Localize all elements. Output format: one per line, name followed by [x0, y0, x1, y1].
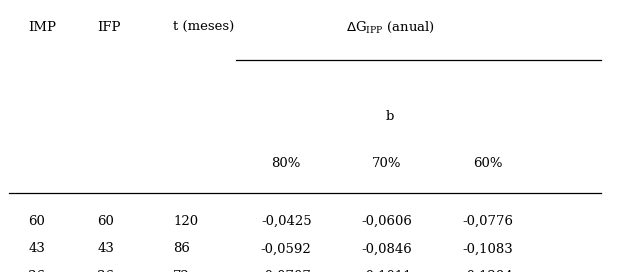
- Text: 36: 36: [97, 270, 114, 272]
- Text: 43: 43: [28, 242, 45, 255]
- Text: $\Delta$G$_{\mathregular{IPP}}$ (anual): $\Delta$G$_{\mathregular{IPP}}$ (anual): [345, 20, 435, 35]
- Text: 43: 43: [97, 242, 114, 255]
- Text: -0,1011: -0,1011: [362, 270, 412, 272]
- Text: t (meses): t (meses): [173, 21, 234, 34]
- Text: -0,0425: -0,0425: [261, 215, 311, 228]
- Text: -0,0707: -0,0707: [261, 270, 311, 272]
- Text: 86: 86: [173, 242, 190, 255]
- Text: 120: 120: [173, 215, 198, 228]
- Text: 36: 36: [28, 270, 45, 272]
- Text: -0,1083: -0,1083: [462, 242, 513, 255]
- Text: -0,1294: -0,1294: [462, 270, 513, 272]
- Text: 60: 60: [28, 215, 45, 228]
- Text: -0,0606: -0,0606: [362, 215, 412, 228]
- Text: b: b: [386, 110, 394, 123]
- Text: 60%: 60%: [473, 157, 502, 170]
- Text: 60: 60: [97, 215, 114, 228]
- Text: IMP: IMP: [28, 21, 57, 34]
- Text: IFP: IFP: [97, 21, 121, 34]
- Text: -0,0592: -0,0592: [261, 242, 311, 255]
- Text: 72: 72: [173, 270, 190, 272]
- Text: 80%: 80%: [272, 157, 301, 170]
- Text: -0,0776: -0,0776: [462, 215, 513, 228]
- Text: -0,0846: -0,0846: [362, 242, 412, 255]
- Text: 70%: 70%: [372, 157, 401, 170]
